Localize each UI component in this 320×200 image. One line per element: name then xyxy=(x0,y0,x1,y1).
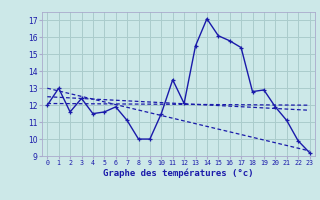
X-axis label: Graphe des températures (°c): Graphe des températures (°c) xyxy=(103,169,254,178)
